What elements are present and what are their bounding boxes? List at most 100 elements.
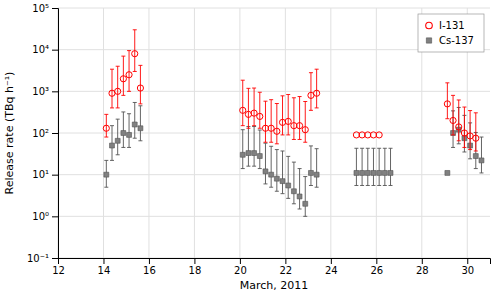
point [479,158,484,163]
point [445,170,450,175]
error-bar [377,148,381,185]
tick-label: 30 [461,265,474,276]
point [115,88,121,94]
tick: 12 [52,258,65,276]
error-bar [451,95,455,135]
tick-label: 18 [189,265,202,276]
error-bar [309,146,313,186]
tick-mark [52,50,58,51]
grid-line [58,174,490,175]
tick-label: 22 [280,265,293,276]
legend-marker [426,22,433,29]
point [388,170,393,175]
tick: 24 [325,258,338,276]
tick-mark [52,258,58,259]
point [263,169,268,174]
point [246,151,251,156]
point [314,90,320,96]
tick: 22 [280,258,293,276]
tick-label: 28 [416,265,429,276]
error-bar [298,169,302,209]
error-bar [303,102,307,143]
error-bar [127,51,131,92]
error-bar [275,104,279,144]
grid-line [58,216,490,217]
point [291,189,296,194]
point [444,101,450,107]
error-bar [303,177,307,217]
point [365,170,370,175]
tick: 10⁵ [32,3,58,14]
tick-label: 10¹ [32,169,49,180]
point [360,170,365,175]
error-bar [116,66,120,108]
y-axis: 10⁻¹10⁰10¹10²10³10⁴10⁵ [27,3,59,264]
tick-label: 10⁻¹ [27,253,49,264]
tick-mark [52,133,58,134]
chart: 1214161820222426283010⁻¹10⁰10¹10²10³10⁴1… [0,0,500,294]
tick: 10⁴ [32,44,58,55]
point [257,113,263,119]
tick: 10³ [32,86,58,97]
point [138,126,143,131]
point [240,107,246,113]
error-bar [252,127,256,167]
point [297,194,302,199]
error-bar [241,130,245,169]
tick: 18 [189,258,202,276]
point [274,128,280,134]
error-bar [110,69,114,108]
tick-mark [376,258,377,264]
point [104,172,109,177]
axis-line [59,259,491,265]
tick-label: 10⁴ [32,44,49,55]
x-axis: 12141618202224262830 [52,258,490,276]
tick: 10⁻¹ [27,253,58,264]
error-bar [127,114,131,148]
point [137,85,143,91]
error-bar [383,148,387,185]
point [376,132,382,138]
tick: 14 [98,258,111,276]
error-bar [246,88,250,128]
point [126,72,132,78]
error-bar [315,69,319,108]
point [296,123,302,129]
tick-label: 12 [52,265,65,276]
point [456,124,462,130]
tick-mark [467,258,468,264]
point [280,179,285,184]
error-bar [269,146,273,187]
point [257,154,262,159]
point [303,201,308,206]
tick: 30 [461,258,474,276]
tick-label: 16 [143,265,156,276]
error-bar [110,126,114,161]
x-axis-title: March, 2011 [240,279,309,292]
error-bar [241,80,245,125]
point [473,154,478,159]
error-bar [457,100,461,141]
point [314,172,319,177]
tick: 28 [416,258,429,276]
tick: 10⁰ [32,211,58,222]
error-bar [366,148,370,185]
error-bar [286,94,290,134]
grid-line [58,8,490,9]
legend-marker [426,38,431,43]
legend-label: I-131 [439,20,465,31]
error-bar [252,88,256,126]
point [103,125,109,131]
tick-mark [52,175,58,176]
legend-box [418,14,484,52]
error-bar [292,162,296,204]
tick-mark [52,216,58,217]
tick-mark [52,8,58,9]
error-bar [281,151,285,194]
point [240,152,245,157]
grid [58,8,490,258]
plot: 1214161820222426283010⁻¹10⁰10¹10²10³10⁴1… [27,3,491,276]
error-bar [104,160,108,187]
tick-mark [103,258,104,264]
tick: 26 [370,258,383,276]
